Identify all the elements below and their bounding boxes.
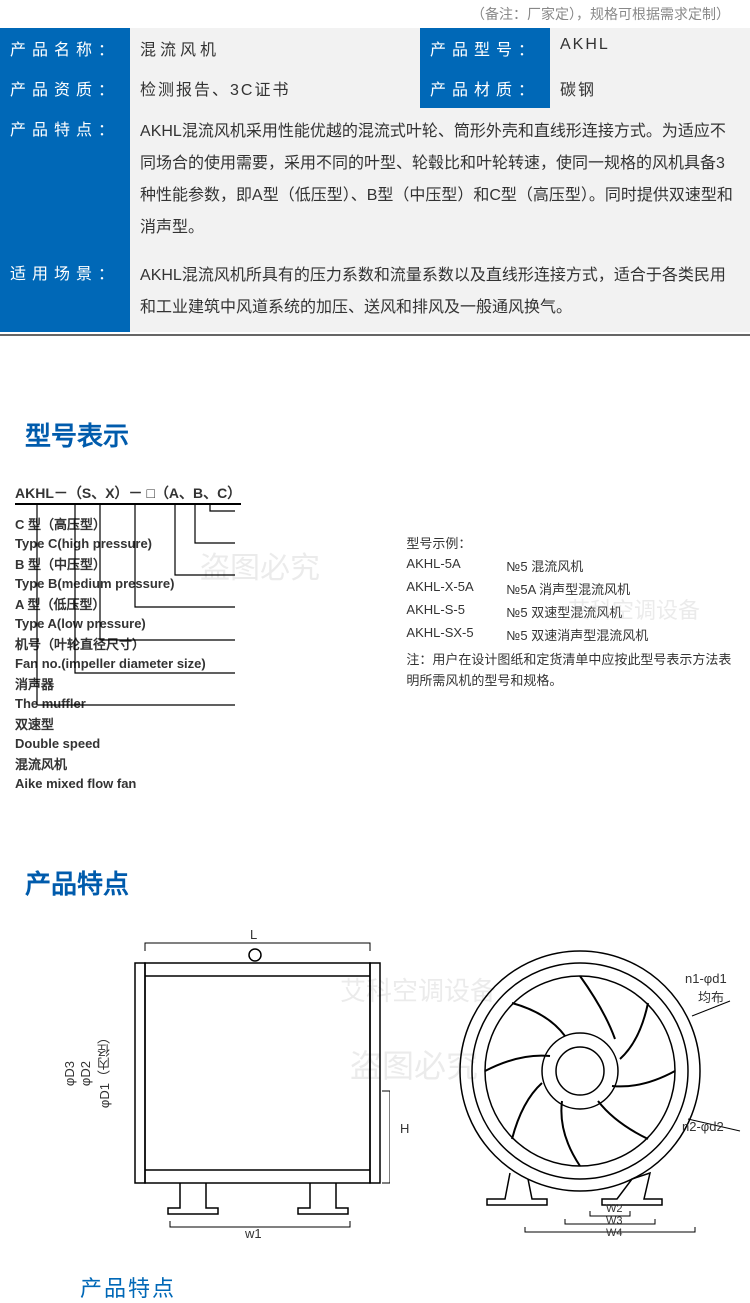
ex-note: 注：用户在设计图纸和定货清单中应按此型号表示方法表明所需风机的型号和规格。	[406, 650, 735, 692]
tech-diagram: 艾科空调设备 盗图必究 L w1 H φD1（内径） φD2 φD3	[20, 931, 730, 1241]
val-model: AKHL	[550, 28, 750, 68]
ex-row: AKHL-X-5A№5A 消声型混流风机	[406, 579, 735, 598]
section-feature-title: 产品特点	[25, 864, 750, 901]
label-name: 产品名称	[0, 28, 130, 68]
val-scene: AKHL混流风机所具有的压力系数和流量系数以及直线形连接方式，适合于各类民用和工…	[130, 252, 750, 332]
top-note: （备注：厂家定），规格可根据需求定制）	[0, 0, 750, 28]
val-name: 混流风机	[130, 28, 420, 68]
val-feat: AKHL混流风机采用性能优越的混流式叶轮、筒形外壳和直线形连接方式。为适应不同场…	[130, 108, 750, 252]
subheading: 产品特点	[80, 1271, 750, 1303]
ex-title: 型号示例：	[406, 533, 735, 552]
dim-W4: W4	[606, 1227, 623, 1239]
ex-row: AKHL-SX-5№5 双速消声型混流风机	[406, 625, 735, 644]
bracket-lines-icon	[15, 505, 235, 735]
dim-n1b: 均布	[698, 987, 724, 1006]
dim-W2: W2	[606, 1203, 623, 1215]
label-model: 产品型号	[420, 28, 550, 68]
ex-row: AKHL-S-5№5 双速型混流风机	[406, 602, 735, 621]
dim-D1: φD1（内径）	[95, 1031, 114, 1108]
model-header: AKHL－（S、X）－ □（A、B、C）	[15, 483, 241, 505]
label-qual: 产品资质	[0, 68, 130, 108]
dim-D2: φD2	[78, 1061, 93, 1086]
dim-L: L	[250, 927, 257, 942]
section-model-title: 型号表示	[25, 416, 750, 453]
ex-row: AKHL-5A№5 混流风机	[406, 556, 735, 575]
dim-H: H	[400, 1121, 409, 1136]
label-scene: 适用场景	[0, 252, 130, 332]
front-view-icon	[450, 941, 750, 1241]
row: Aike mixed flow fan	[15, 776, 376, 791]
row: Double speed	[15, 736, 376, 751]
side-view-icon	[110, 941, 390, 1231]
dim-D3: φD3	[62, 1061, 77, 1086]
val-qual: 检测报告、3C证书	[130, 68, 420, 108]
spec-table: 产品名称 混流风机 产品型号 AKHL 产品资质 检测报告、3C证书 产品材质 …	[0, 28, 750, 332]
dim-n2: n2-φd2	[682, 1119, 724, 1134]
label-mat: 产品材质	[420, 68, 550, 108]
model-diagram: 盗图必究 艾科空调设备 AKHL－（S、X）－ □（A、B、C） C 型（高压型…	[0, 483, 750, 824]
dim-W3: W3	[606, 1215, 623, 1227]
dim-w1: w1	[245, 1226, 262, 1241]
val-mat: 碳钢	[550, 68, 750, 108]
row: 混流风机	[15, 754, 376, 773]
dim-n1: n1-φd1	[685, 971, 727, 986]
label-feat: 产品特点	[0, 108, 130, 252]
